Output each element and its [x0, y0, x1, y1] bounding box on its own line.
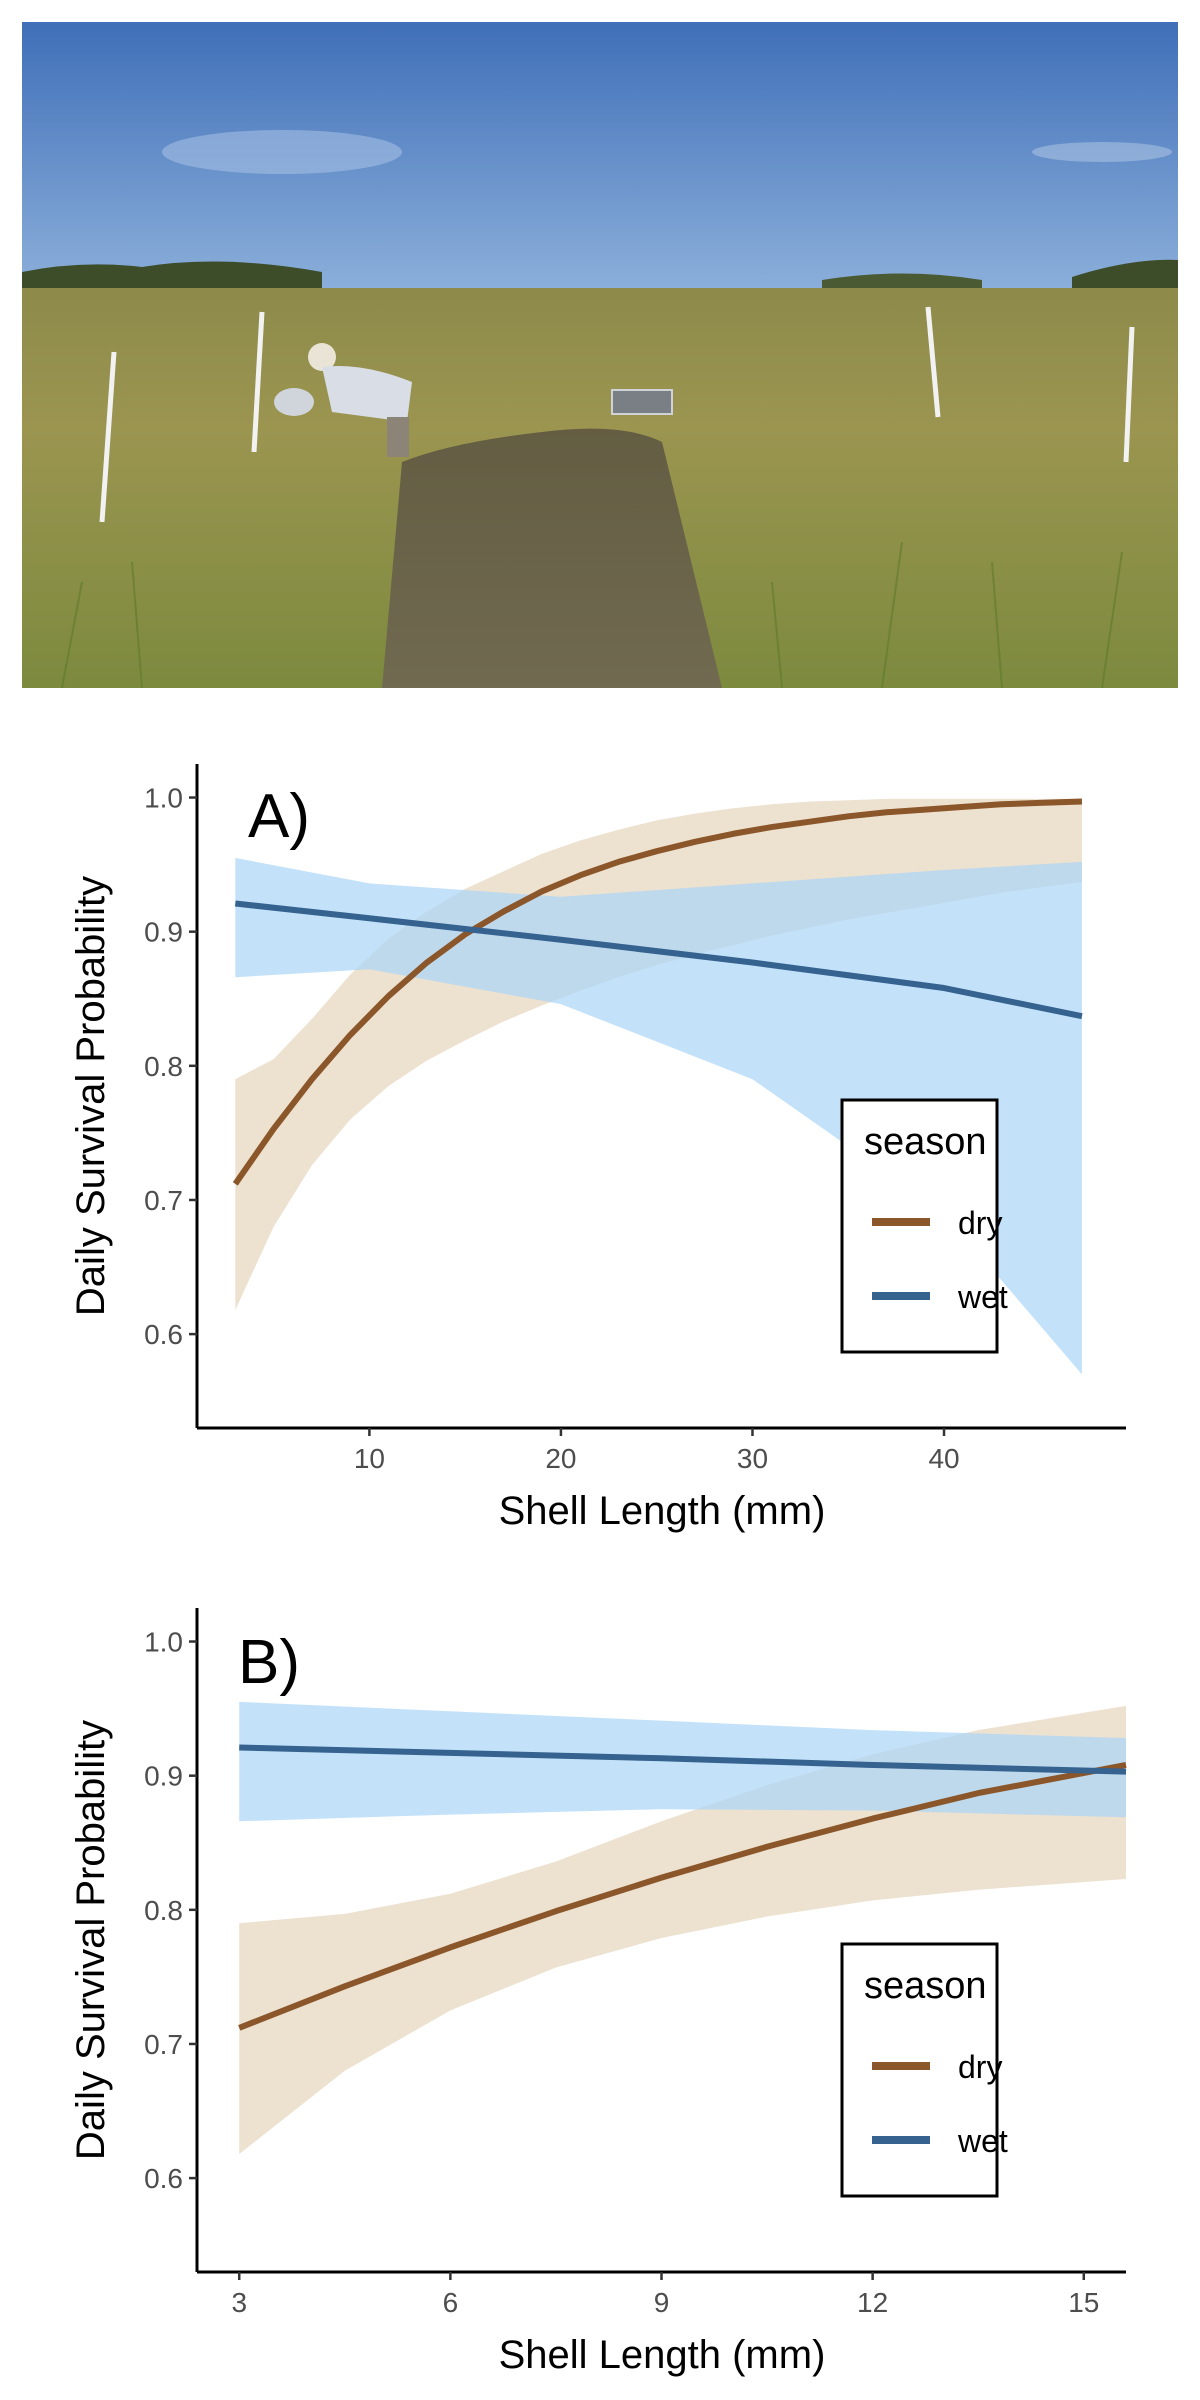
- y-axis-label: Daily Survival Probability: [69, 1720, 113, 2160]
- y-axis-label: Daily Survival Probability: [69, 876, 113, 1316]
- x-tick-label: 10: [354, 1443, 385, 1474]
- x-tick-label: 15: [1068, 2287, 1099, 2318]
- y-tick-label: 0.8: [144, 1895, 183, 1926]
- y-ticks: 0.6 0.7 0.8 0.9 1.0: [144, 783, 197, 1350]
- x-tick-label: 6: [443, 2287, 459, 2318]
- x-tick-label: 3: [231, 2287, 247, 2318]
- chart-panel-b: 0.6 0.7 0.8 0.9 1.0 3 6 9 12 15 B) Daily Surviva…: [69, 1608, 1127, 2377]
- field-photo: [22, 22, 1178, 688]
- x-tick-label: 30: [737, 1443, 768, 1474]
- y-ticks: 0.6 0.7 0.8 0.9 1.0: [144, 1627, 197, 2194]
- x-axis-label: Shell Length (mm): [499, 2333, 826, 2377]
- x-tick-label: 9: [654, 2287, 670, 2318]
- y-tick-label: 0.6: [144, 1319, 183, 1350]
- legend-title: season: [864, 1965, 987, 2007]
- confidence-band-wet: [235, 857, 1082, 1375]
- series-line-wet: [239, 1744, 1127, 1775]
- chart-panel-a: 0.6 0.7 0.8 0.9 1.0 10 20 30 40 A) Daily Surviv…: [69, 764, 1126, 1533]
- x-axis-label: Shell Length (mm): [499, 1489, 826, 1533]
- legend-label-dry: dry: [958, 1205, 1002, 1241]
- series-lines: [238, 1744, 1127, 2031]
- series-line-dry: [238, 1761, 1127, 2031]
- y-tick-label: 1.0: [144, 1627, 183, 1658]
- panel-label: B): [238, 1628, 300, 1697]
- y-tick-label: 0.8: [144, 1051, 183, 1082]
- y-tick-label: 0.9: [144, 917, 183, 948]
- y-tick-label: 0.9: [144, 1761, 183, 1792]
- y-tick-label: 0.7: [144, 2029, 183, 2060]
- legend: season dry wet: [840, 1942, 1008, 2198]
- legend-label-wet: wet: [957, 1279, 1008, 1315]
- series-lines: [232, 798, 1083, 1186]
- legend-label-wet: wet: [957, 2123, 1008, 2159]
- confidence-band-dry: [239, 1705, 1126, 2154]
- series-line-dry: [232, 798, 1083, 1186]
- x-tick-label: 12: [857, 2287, 888, 2318]
- y-tick-label: 0.6: [144, 2163, 183, 2194]
- panel-label: A): [248, 782, 310, 851]
- series-line-wet: [234, 900, 1083, 1020]
- legend-title: season: [864, 1121, 987, 1163]
- legend: season dry wet: [840, 1098, 1008, 1354]
- x-ticks: 10 20 30 40: [354, 1428, 960, 1474]
- axes: [195, 764, 1126, 1430]
- y-tick-label: 0.7: [144, 1185, 183, 1216]
- x-tick-label: 40: [928, 1443, 959, 1474]
- x-tick-label: 20: [545, 1443, 576, 1474]
- x-ticks: 3 6 9 12 15: [231, 2272, 1099, 2318]
- y-tick-label: 1.0: [144, 783, 183, 814]
- legend-label-dry: dry: [958, 2049, 1002, 2085]
